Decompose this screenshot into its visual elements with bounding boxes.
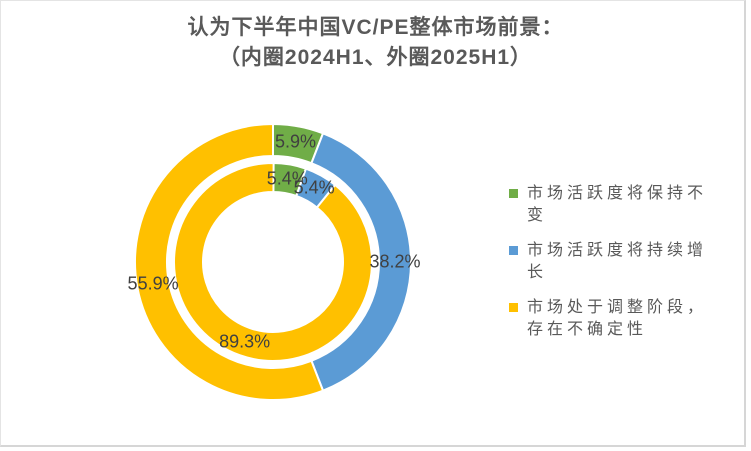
legend-label: 市场处于调整阶段，存在不确定性 [527,299,708,338]
legend-item-2[interactable]: 市场处于调整阶段，存在不确定性 [509,297,713,341]
legend-label: 市场活跃度将保持不变 [527,185,708,224]
legend-item-1[interactable]: 市场活跃度将持续增长 [509,240,713,284]
chart-title-line1: 认为下半年中国VC/PE整体市场前景： [187,16,564,39]
chart-title: 认为下半年中国VC/PE整体市场前景： （内圈2024H1、外圈2025H1） [0,13,751,73]
legend-swatch-icon [509,303,518,312]
chart-title-line2: （内圈2024H1、外圈2025H1） [218,46,533,69]
legend: 市场活跃度将保持不变 市场活跃度将持续增长 市场处于调整阶段，存在不确定性 [509,183,713,341]
legend-swatch-icon [509,189,518,198]
legend-label: 市场活跃度将持续增长 [527,242,708,281]
segment-2025H1-2[interactable] [134,123,324,401]
donut-chart[interactable] [123,112,423,412]
legend-item-0[interactable]: 市场活跃度将保持不变 [509,183,713,227]
segment-2024H1-2[interactable] [173,162,373,362]
legend-swatch-icon [509,246,518,255]
